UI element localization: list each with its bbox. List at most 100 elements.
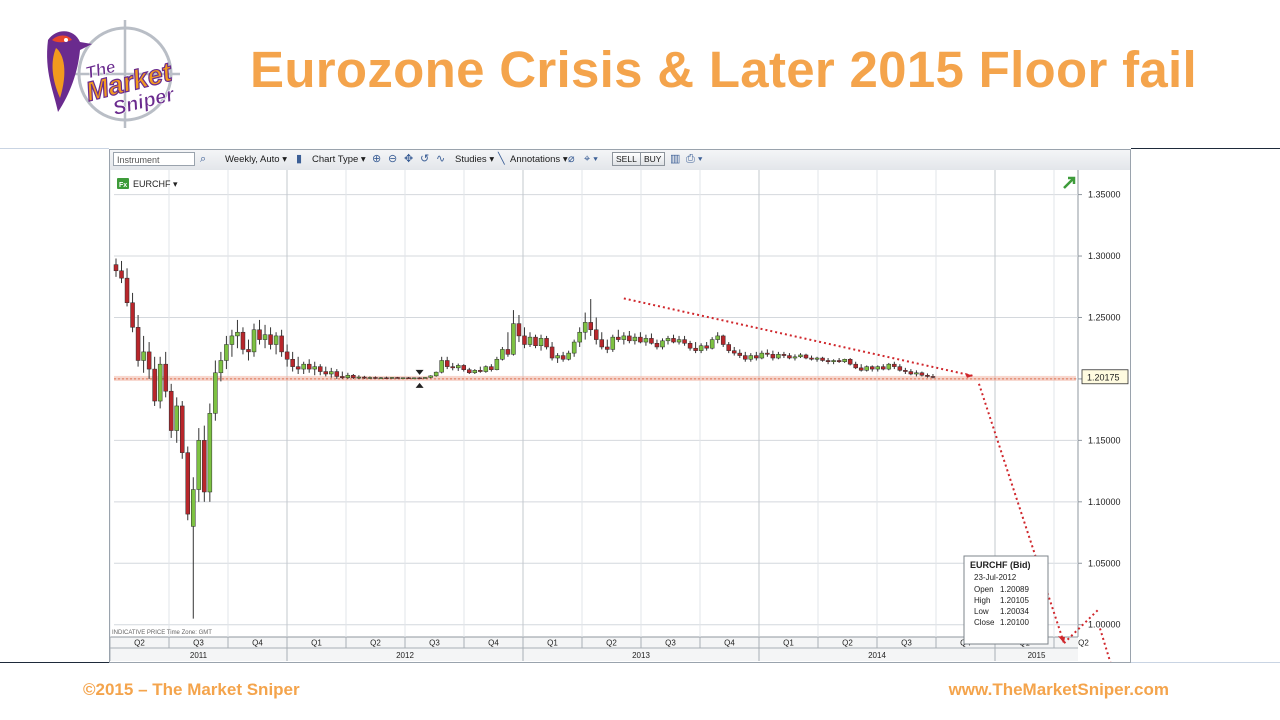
candle-up [472,370,478,374]
chart-type-label: Chart Type [312,154,359,165]
candle-up [367,377,373,379]
buy-button[interactable]: BUY [640,152,666,166]
annotations-label: Annotations [510,154,561,165]
candle-down [240,331,246,350]
footer-copyright: ©2015 – The Market Sniper [83,680,300,699]
candle-up [511,323,516,355]
instrument-search-icon[interactable]: ⌕ [200,153,207,165]
chart-type-dropdown[interactable]: Chart Type ▾ [312,154,366,165]
pan-icon[interactable]: ✥ [404,153,414,165]
candle-down [593,329,599,340]
interval-label: Weekly, Auto [225,154,280,165]
interval-dropdown[interactable]: Weekly, Auto ▾ [225,154,287,165]
candle-down [202,440,207,493]
candle-down [754,355,759,359]
undo-icon[interactable]: ↺ [420,153,430,165]
tooltip-title: EURCHF (Bid) [970,560,1031,570]
candle-up [400,377,406,379]
candle-down [362,376,367,379]
candle-down [765,352,770,355]
cursor-marker-top [415,369,424,375]
candle-up [312,366,317,370]
candle-up [191,489,196,527]
eraser-icon[interactable]: ⌀ [568,153,575,165]
candle-down [869,366,875,370]
ohlc-tooltip-box [963,555,1049,645]
candle-down [516,323,522,337]
y-tick-label: 1.30000 [1088,251,1121,261]
header-rule-right [1131,148,1280,149]
tooltip-date: 23-Jul-2012 [974,573,1017,582]
candle-down [693,347,698,351]
candle-down [720,335,726,345]
studies-dropdown[interactable]: Studies ▾ [455,154,495,165]
candle-down [119,270,124,279]
quarter-label: Q1 [547,639,558,648]
quarter-label: Q1 [783,639,794,648]
last-price-box [1081,369,1129,385]
candle-down [687,343,693,349]
candle-up [207,413,213,493]
candle-down [268,334,273,345]
y-tick-label: 1.05000 [1088,558,1121,568]
candle-down [825,360,831,362]
quarter-label: Q4 [252,639,263,648]
candle-up [792,356,798,359]
candle-down [704,345,709,349]
print-icon[interactable]: ⎙ ▾ [686,153,703,165]
bird-eye [64,38,68,42]
candle-up [433,371,439,377]
chart-settings-icon[interactable]: ▥ [670,153,681,165]
crosshair-tool-icon[interactable]: ⌖ ▾ [584,153,598,165]
year-label: 2015 [1028,651,1046,660]
sell-button[interactable]: SELL [612,152,641,166]
symbol-badge-text: Fx [119,182,127,189]
candle-down [616,336,621,340]
candle-down [858,367,864,371]
candle-up [141,351,146,361]
tooltip-row-value: 1.20105 [1000,596,1029,605]
annotations-dropdown[interactable]: Annotations ▾ [510,154,568,165]
studies-label: Studies [455,154,487,165]
tooltip-row-value: 1.20034 [1000,607,1029,616]
candlestick-icon: ▮ [296,153,303,165]
cursor-marker-bottom [415,382,424,388]
header-rule-left [0,148,109,149]
instrument-input[interactable]: Instrument [113,152,195,166]
candle-down [351,374,356,378]
year-label: 2012 [396,651,414,660]
candle-up [235,331,240,337]
candle-up [665,338,671,342]
candle-down [649,338,654,344]
candle-down [682,339,687,344]
candle-up [527,336,533,345]
annotation-rebound-drop [1099,628,1112,662]
candle-down [897,366,903,371]
candle-up [196,440,202,490]
candle-down [930,376,936,378]
candle-up [251,329,257,353]
candle-down [284,351,290,360]
candle-down [450,366,455,369]
candle-down [406,377,411,379]
candle-up [610,336,616,350]
x-axis-band [110,637,1078,661]
zoom-in-icon[interactable]: ⊕ [372,153,382,165]
candle-up [174,405,179,431]
quarter-label: Q2 [134,639,145,648]
quarter-label: Q3 [901,639,912,648]
candle-down [781,354,787,356]
plot-background [110,170,1130,662]
candle-up [886,363,892,370]
candle-down [478,370,483,372]
annotation-crash-line [978,383,1065,644]
footer-rule-left [0,662,109,663]
candle-up [582,322,588,333]
zoom-out-icon[interactable]: ⊖ [388,153,398,165]
footer-website: www.TheMarketSniper.com [948,680,1169,699]
candle-down [461,365,467,370]
candle-down [113,264,119,272]
candle-down [334,371,340,377]
candle-up [748,355,754,360]
candle-down [290,359,295,367]
